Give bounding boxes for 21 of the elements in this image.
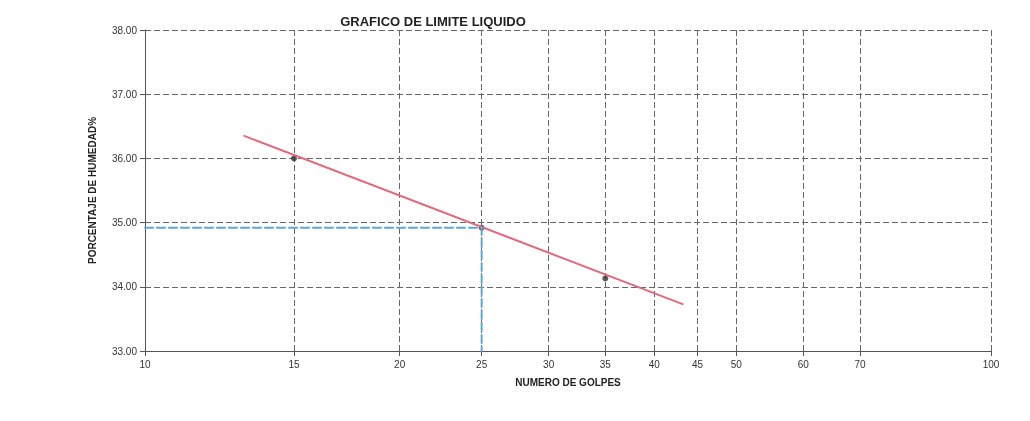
x-tick-label: 30: [543, 358, 555, 370]
x-axis-title: NUMERO DE GOLPES: [515, 376, 622, 388]
x-tick-label: 15: [288, 358, 300, 370]
y-tick-label: 34.00: [111, 281, 138, 293]
y-tick-label: 33.00: [111, 345, 138, 357]
x-tick-label: 100: [982, 358, 1000, 370]
x-tick-label: 40: [648, 358, 661, 370]
y-tick-label: 35.00: [111, 217, 138, 229]
y-axis-title: PORCENTAJE DE HUMEDAD%: [86, 116, 98, 265]
x-tick-label: 20: [394, 358, 406, 370]
x-tick-label: 25: [476, 358, 488, 370]
y-tick-label: 37.00: [111, 88, 138, 100]
chart-title: GRAFICO DE LIMITE LIQUIDO: [340, 14, 526, 29]
x-tick-label: 10: [139, 358, 151, 370]
y-tick-label: 38.00: [111, 24, 138, 36]
x-tick-label: 50: [730, 358, 743, 370]
x-tick-label: 35: [599, 358, 612, 370]
x-tick-label: 70: [854, 358, 866, 370]
x-tick-label: 60: [797, 358, 810, 370]
x-tick-label: 45: [692, 358, 704, 370]
y-tick-label: 36.00: [111, 152, 138, 164]
